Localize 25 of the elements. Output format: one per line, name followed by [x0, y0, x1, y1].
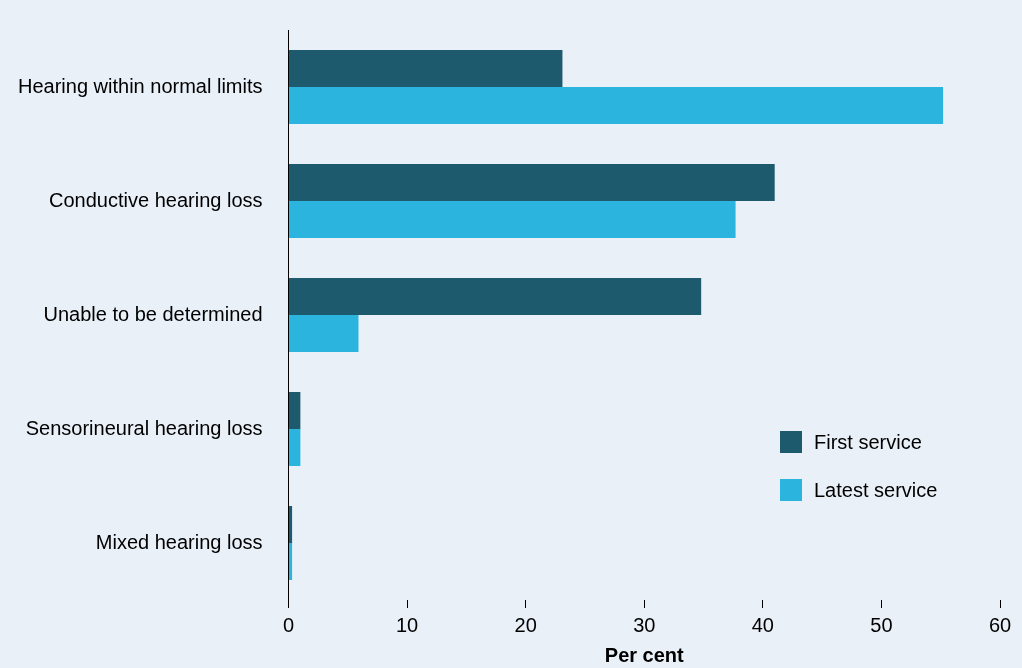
- bar: [289, 315, 359, 353]
- y-tick-label: Conductive hearing loss: [49, 188, 263, 211]
- y-tick-label: Unable to be determined: [43, 302, 263, 325]
- bar: [289, 543, 293, 581]
- x-tick-label: 50: [870, 613, 893, 636]
- x-tick-label: 40: [751, 613, 774, 636]
- y-tick-label: Mixed hearing loss: [95, 530, 263, 553]
- x-tick-label: 30: [633, 613, 656, 636]
- x-tick-label: 0: [282, 613, 295, 636]
- bar: [289, 391, 301, 429]
- bar: [289, 49, 563, 87]
- bar: [289, 87, 944, 125]
- bar: [289, 429, 301, 467]
- legend-label: First service: [814, 430, 922, 454]
- legend-label: Latest service: [814, 478, 938, 502]
- bar: [289, 505, 293, 543]
- x-tick-label: 20: [514, 613, 537, 636]
- y-tick-label: Sensorineural hearing loss: [25, 416, 263, 439]
- x-tick-label: 10: [395, 613, 419, 636]
- x-axis-title: Per cent: [604, 643, 685, 666]
- x-tick-label: 60: [988, 613, 1012, 636]
- y-tick-label: Hearing within normal limits: [17, 74, 263, 97]
- bar: [289, 277, 702, 315]
- bar: [289, 201, 736, 239]
- bar: [289, 163, 775, 201]
